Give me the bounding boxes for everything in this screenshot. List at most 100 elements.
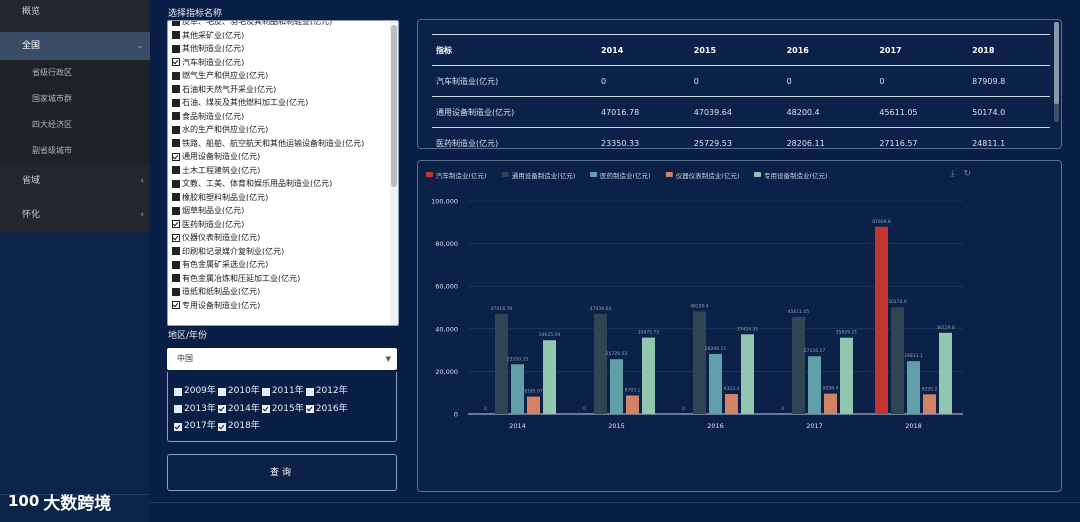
- year-checkbox[interactable]: [305, 405, 314, 413]
- sidebar-item-province[interactable]: 省域 ‹: [0, 164, 150, 198]
- year-checkbox[interactable]: [217, 405, 226, 413]
- sidebar-subitem-sub-provincial-cities[interactable]: 副省级城市: [32, 146, 72, 155]
- indicator-checkbox[interactable]: [172, 31, 180, 40]
- indicator-checkbox[interactable]: [172, 21, 180, 26]
- indicator-option[interactable]: 文教、工美、体育和娱乐用品制造业(亿元): [172, 177, 386, 191]
- indicator-option[interactable]: 印刷和记录媒介复制业(亿元): [172, 245, 386, 259]
- year-checkbox[interactable]: [174, 387, 182, 396]
- sidebar-subitem-provinces[interactable]: 省级行政区: [32, 68, 72, 77]
- indicator-checkbox[interactable]: [172, 274, 180, 283]
- indicator-checkbox[interactable]: [172, 152, 180, 161]
- indicator-option[interactable]: 仪器仪表制造业(亿元): [172, 231, 386, 245]
- year-checkbox[interactable]: [305, 387, 314, 396]
- sidebar-subitem-economic-zones[interactable]: 四大经济区: [32, 120, 72, 129]
- indicator-checkbox[interactable]: [172, 44, 180, 53]
- caret-down-icon: ▼: [385, 355, 391, 363]
- year-option[interactable]: 2010年: [217, 384, 260, 399]
- region-select[interactable]: 中国 ▼: [167, 348, 397, 370]
- year-checkbox[interactable]: [217, 422, 226, 431]
- year-checkbox[interactable]: [174, 422, 182, 431]
- sidebar-item-national[interactable]: 全国 ⌄: [0, 32, 150, 60]
- table-scrollbar[interactable]: [1054, 22, 1059, 122]
- indicator-checkbox[interactable]: [172, 287, 180, 296]
- legend-label: 专用设备制造业(亿元): [764, 171, 828, 180]
- indicator-checkbox[interactable]: [172, 220, 180, 229]
- year-checkbox[interactable]: [261, 405, 270, 413]
- indicator-checkbox[interactable]: [172, 139, 180, 148]
- indicator-label: 石油和天然气开采业(亿元): [182, 84, 277, 94]
- indicator-label: 汽车制造业(亿元): [182, 57, 245, 67]
- bar: [891, 307, 904, 414]
- year-checkbox[interactable]: [217, 387, 226, 396]
- sidebar-item-overview[interactable]: 概览: [22, 7, 41, 17]
- year-option[interactable]: 2011年: [261, 384, 304, 399]
- indicator-checkbox[interactable]: [172, 85, 180, 94]
- table-cell: 24811.1: [968, 127, 1050, 148]
- indicator-option[interactable]: 其他制造业(亿元): [172, 42, 386, 56]
- year-checkbox[interactable]: [174, 405, 182, 413]
- table-cell: 汽车制造业(亿元): [432, 65, 597, 97]
- year-option[interactable]: 2018年: [217, 419, 260, 434]
- indicator-scrollbar[interactable]: [390, 21, 398, 325]
- indicator-option[interactable]: 通用设备制造业(亿元): [172, 150, 386, 164]
- indicator-checkbox[interactable]: [172, 166, 180, 175]
- year-option[interactable]: 2016年: [305, 402, 348, 417]
- indicator-checkbox[interactable]: [172, 112, 180, 121]
- indicator-checkbox[interactable]: [172, 179, 180, 188]
- table-header-row: 指标 2014 2015 2016 2017 2018: [432, 34, 1050, 66]
- indicator-option[interactable]: 土木工程建筑业(亿元): [172, 164, 386, 178]
- indicator-checkbox[interactable]: [172, 301, 180, 310]
- sidebar-subitem-urban-clusters[interactable]: 国家城市群: [32, 94, 72, 103]
- sidebar-item-huaihua[interactable]: 怀化 ‹: [0, 198, 150, 232]
- indicator-label: 文教、工美、体育和娱乐用品制造业(亿元): [182, 179, 333, 188]
- indicator-option[interactable]: 食品制造业(亿元): [172, 110, 386, 124]
- chart-panel: 汽车制造业(亿元) 通用设备制造业(亿元) 医药制造业(亿元) 仪器仪表制造业(亿元)…: [417, 160, 1062, 492]
- indicator-checkbox[interactable]: [172, 58, 180, 67]
- indicator-checkbox[interactable]: [172, 206, 180, 215]
- indicator-checkbox[interactable]: [172, 98, 180, 107]
- indicator-option[interactable]: 橡胶和塑料制品业(亿元): [172, 191, 386, 205]
- indicator-option[interactable]: 石油、煤炭及其他燃料加工业(亿元): [172, 96, 386, 110]
- bar: [939, 332, 952, 414]
- indicator-option[interactable]: 汽车制造业(亿元): [172, 56, 386, 70]
- indicator-option[interactable]: 有色金属冶炼和压延加工业(亿元): [172, 272, 386, 286]
- indicator-checkbox[interactable]: [172, 233, 180, 242]
- download-icon[interactable]: ⤓: [950, 169, 955, 179]
- indicator-label: 皮革、毛皮、羽毛及其制品和制鞋业(亿元): [182, 20, 333, 26]
- indicator-option[interactable]: 水的生产和供应业(亿元): [172, 123, 386, 137]
- indicator-option[interactable]: 有色金属矿采选业(亿元): [172, 258, 386, 272]
- indicator-option[interactable]: 石油和天然气开采业(亿元): [172, 83, 386, 97]
- brand-logo: 100 大数跨境: [8, 488, 111, 514]
- indicator-checkbox[interactable]: [172, 125, 180, 134]
- sidebar: 概览 全国 ⌄ 省级行政区 国家城市群 四大经济区 副省级城市 省域 ‹ 怀化 …: [0, 0, 150, 522]
- year-option[interactable]: 2015年: [261, 402, 304, 417]
- chevron-left-icon: ‹: [140, 210, 144, 220]
- indicator-listbox[interactable]: 皮革、毛皮、羽毛及其制品和制鞋业(亿元) 其他采矿业(亿元) 其他制造业(亿元) 汽车…: [167, 20, 399, 326]
- table-cell: 25729.53: [689, 127, 783, 148]
- indicator-option[interactable]: 医药制造业(亿元): [172, 218, 386, 232]
- indicator-option[interactable]: 燃气生产和供应业(亿元): [172, 69, 386, 83]
- indicator-label: 水的生产和供应业(亿元): [182, 125, 269, 134]
- legend-swatch: [426, 172, 433, 177]
- indicator-option[interactable]: 烟草制品业(亿元): [172, 204, 386, 218]
- year-checkbox[interactable]: [261, 387, 270, 396]
- indicator-checkbox[interactable]: [172, 193, 180, 202]
- indicator-checkbox[interactable]: [172, 71, 180, 80]
- indicator-option[interactable]: 专用设备制造业(亿元): [172, 299, 386, 313]
- indicator-option[interactable]: 其他采矿业(亿元): [172, 29, 386, 43]
- refresh-icon[interactable]: ↻: [963, 169, 971, 179]
- bar: [543, 340, 556, 414]
- year-option[interactable]: 2013年: [174, 402, 216, 417]
- year-option[interactable]: 2012年: [305, 384, 348, 399]
- indicator-option[interactable]: 铁路、船舶、航空航天和其他运输设备制造业(亿元): [172, 137, 386, 151]
- year-option[interactable]: 2017年: [174, 419, 216, 434]
- indicator-option[interactable]: 皮革、毛皮、羽毛及其制品和制鞋业(亿元): [172, 20, 386, 29]
- indicator-checkbox[interactable]: [172, 260, 180, 269]
- sidebar-item-label: 省域: [22, 176, 41, 186]
- indicator-checkbox[interactable]: [172, 247, 180, 256]
- indicator-option[interactable]: 造纸和纸制品业(亿元): [172, 285, 386, 299]
- table-cell: 0: [875, 65, 969, 97]
- query-button[interactable]: 查询: [167, 454, 397, 491]
- year-option[interactable]: 2009年: [174, 384, 216, 399]
- year-option[interactable]: 2014年: [217, 402, 260, 417]
